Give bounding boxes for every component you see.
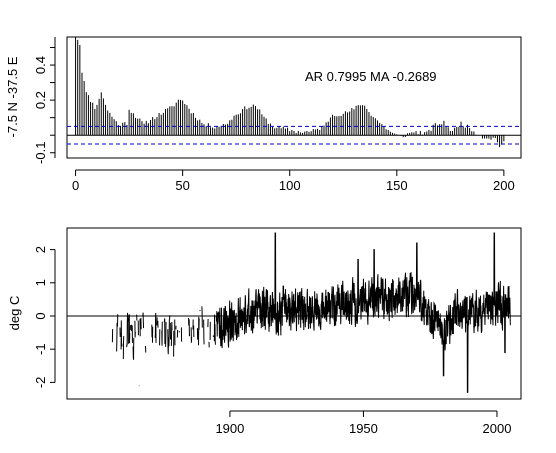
acf-x-axis: 0 50 100 150 200 (72, 169, 515, 193)
series-line-segment (126, 312, 129, 348)
acf-x-tick-label: 100 (279, 178, 301, 193)
series-line-segment (167, 315, 171, 355)
series-lines (111, 232, 511, 393)
series-y-tick-label: -2 (33, 377, 48, 389)
series-line-segment (213, 314, 216, 345)
series-line-segment (163, 318, 166, 345)
series-panel: 1900 1950 2000 -2 -1 0 1 2 deg C (7, 227, 522, 436)
acf-annotation: AR 0.7995 MA -0.2689 (305, 69, 437, 84)
series-line-segment (215, 232, 511, 393)
series-line-segment (196, 328, 199, 340)
series-line-segment (170, 321, 173, 346)
acf-y-axis: -0.1 0.2 0.4 (33, 37, 56, 164)
acf-bars (75, 37, 505, 148)
series-line-segment (154, 313, 157, 343)
series-y-tick-label: 0 (33, 312, 48, 319)
acf-x-tick-label: 200 (493, 178, 515, 193)
acf-y-tick-label: -0.1 (33, 142, 48, 164)
acf-plot-frame (66, 36, 522, 159)
series-x-axis: 1900 1950 2000 (215, 410, 512, 436)
series-plot-frame (66, 227, 522, 400)
series-line-segment (132, 337, 135, 360)
series-y-axis-label: deg C (7, 296, 22, 331)
series-x-tick-label: 1950 (349, 421, 378, 436)
series-line-segment (142, 312, 145, 329)
series-x-tick-label: 1900 (215, 421, 244, 436)
acf-y-axis-label: -7.5 N -37.5 E (5, 56, 20, 137)
series-line-segment (120, 320, 123, 350)
series-y-tick-label: 2 (33, 246, 48, 253)
series-y-axis: -2 -1 0 1 2 (33, 246, 56, 389)
acf-panel: 0 50 100 150 200 -0.1 0.2 0.4 -7.5 N -37.5 E A… (5, 36, 522, 193)
series-y-tick-label: -1 (33, 343, 48, 355)
series-y-tick-label: 1 (33, 279, 48, 286)
acf-x-tick-label: 50 (175, 178, 189, 193)
series-x-tick-label: 2000 (483, 421, 512, 436)
acf-y-tick-label: 0.4 (33, 56, 48, 74)
acf-x-tick-label: 0 (72, 178, 79, 193)
acf-x-tick-label: 150 (386, 178, 408, 193)
series-line-segment (198, 316, 200, 346)
series-line-segment (128, 314, 131, 344)
acf-y-tick-label: 0.2 (33, 91, 48, 109)
